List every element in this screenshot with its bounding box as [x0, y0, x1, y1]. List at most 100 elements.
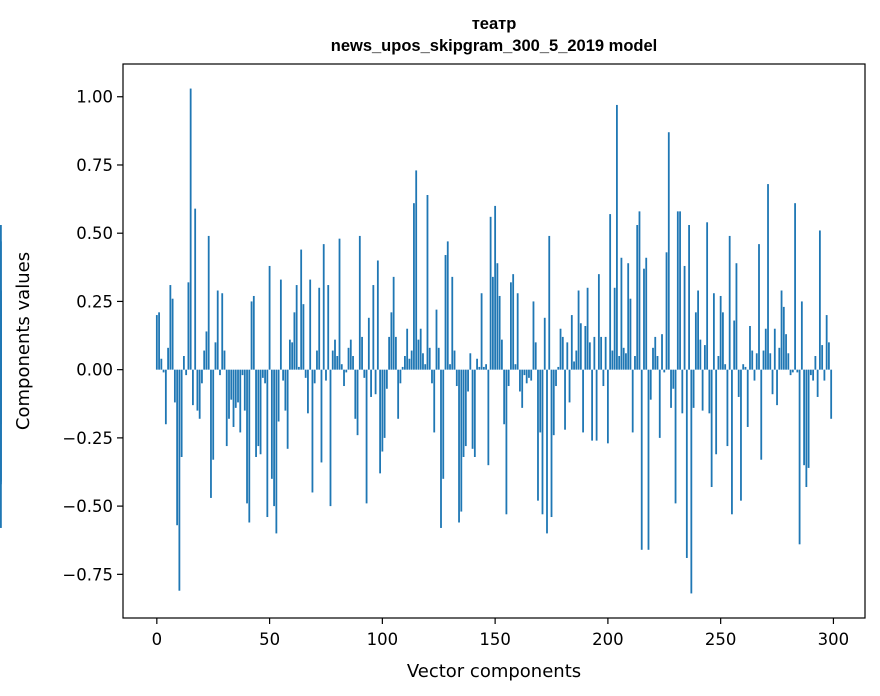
bar-component-109 — [401, 366, 404, 370]
bar-component-291 — [812, 369, 815, 381]
bar-component-184 — [570, 315, 573, 370]
bar-component-25 — [212, 369, 215, 460]
x-tick-label: 200 — [592, 630, 624, 649]
bar-component-100 — [381, 369, 384, 452]
bar-component-59 — [288, 339, 291, 370]
bar-component-158 — [512, 274, 515, 370]
bar-component-164 — [525, 369, 528, 384]
bar-component-185 — [573, 361, 575, 370]
bar-component-111 — [406, 328, 409, 370]
bar-component-18 — [196, 369, 199, 411]
bar-component-227 — [667, 132, 670, 370]
bar-component-194 — [593, 336, 596, 370]
bar-component-186 — [575, 350, 578, 370]
bar-component-256 — [733, 320, 736, 370]
bar-component-281 — [789, 369, 792, 376]
bar-component-23 — [207, 235, 210, 370]
bar-component-172 — [543, 317, 546, 370]
bar-component-266 — [755, 353, 758, 370]
bar-component-259 — [740, 369, 742, 501]
bar-component-166 — [530, 369, 533, 381]
bar-component-189 — [582, 369, 584, 433]
x-tick-label: 250 — [705, 630, 737, 649]
bar-component-21 — [203, 350, 206, 370]
bar-component-undefined — [0, 315, 2, 370]
bar-component-65 — [302, 304, 305, 370]
y-tick-label: 0.50 — [76, 224, 113, 243]
bar-component-231 — [676, 211, 679, 370]
bar-component-16 — [192, 369, 194, 406]
bar-component-17 — [194, 208, 197, 370]
bar-component-261 — [744, 366, 747, 370]
bar-component-229 — [672, 369, 675, 389]
bar-component-131 — [451, 276, 454, 370]
bar-component-95 — [370, 369, 372, 397]
bar-component-81 — [338, 238, 341, 370]
y-tick-label: −0.75 — [62, 565, 113, 584]
bar-component-199 — [604, 336, 607, 370]
bar-component-245 — [708, 369, 711, 414]
bar-component-115 — [415, 170, 418, 370]
bar-component-7 — [171, 298, 174, 370]
bar-component-257 — [735, 263, 738, 370]
bar-component-91 — [361, 336, 363, 370]
bar-component-56 — [282, 369, 285, 381]
bar-component-61 — [293, 312, 296, 370]
bar-component-35 — [234, 369, 237, 408]
bar-component-204 — [616, 104, 618, 370]
bar-component-219 — [649, 369, 652, 400]
bar-component-212 — [634, 356, 636, 370]
bar-component-205 — [618, 356, 621, 370]
y-tick-label: −0.25 — [62, 429, 113, 448]
bar-component-272 — [769, 353, 772, 370]
bar-component-254 — [728, 235, 731, 370]
bar-component-128 — [444, 255, 447, 370]
bar-component-undefined — [0, 369, 2, 528]
bar-component-146 — [485, 364, 487, 370]
bar-component-72 — [318, 287, 321, 370]
bar-component-241 — [699, 339, 702, 370]
bar-component-144 — [480, 293, 483, 370]
bar-component-75 — [325, 369, 327, 381]
bar-component-149 — [491, 276, 494, 370]
bar-component-48 — [264, 369, 266, 384]
bar-component-267 — [758, 244, 760, 370]
bar-component-163 — [523, 369, 526, 376]
bar-component-107 — [397, 369, 400, 419]
bar-component-162 — [521, 369, 524, 408]
bar-component-209 — [627, 263, 630, 370]
bar-component-67 — [307, 369, 309, 414]
bar-component-202 — [611, 350, 614, 370]
bar-component-8 — [173, 369, 176, 403]
bar-component-156 — [507, 369, 510, 387]
bar-component-262 — [746, 369, 749, 427]
bar-component-106 — [394, 336, 397, 370]
bar-component-251 — [722, 312, 724, 370]
bar-component-129 — [446, 241, 449, 370]
bar-component-120 — [426, 195, 429, 370]
bar-component-96 — [372, 285, 375, 370]
bar-component-37 — [239, 369, 242, 433]
bar-component-225 — [663, 369, 666, 373]
bar-component-117 — [419, 328, 422, 370]
bar-component-151 — [496, 263, 499, 370]
bar-component-247 — [712, 293, 715, 370]
x-tick-label: 150 — [479, 630, 511, 649]
bar-component-140 — [471, 369, 474, 449]
bar-component-33 — [230, 369, 233, 400]
bar-component-116 — [417, 339, 420, 370]
bar-component-138 — [467, 369, 469, 392]
bar-component-15 — [189, 88, 192, 370]
y-tick-label: −0.50 — [62, 497, 113, 516]
bar-component-177 — [555, 369, 557, 387]
bar-component-31 — [225, 369, 228, 447]
bar-component-193 — [591, 369, 593, 441]
bar-component-26 — [214, 342, 217, 370]
bar-component-237 — [690, 369, 693, 594]
bar-component-260 — [742, 364, 745, 370]
bar-component-63 — [298, 366, 300, 370]
bar-component-279 — [785, 334, 787, 370]
bar-component-258 — [737, 369, 740, 397]
bar-component-139 — [469, 353, 472, 370]
